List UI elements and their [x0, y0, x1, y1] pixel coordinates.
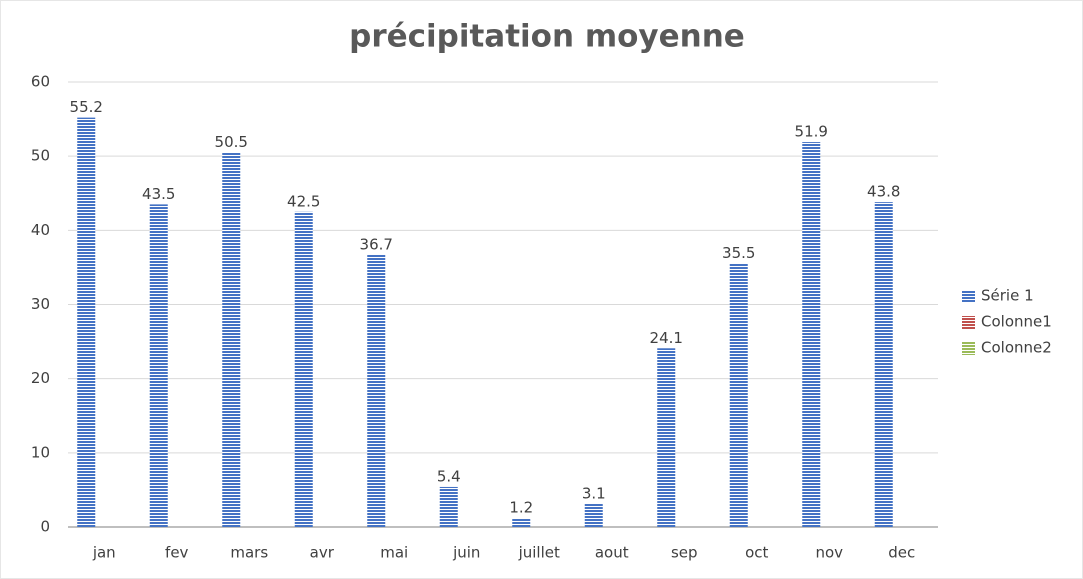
bar [222, 152, 241, 528]
data-label: 5.4 [437, 467, 461, 485]
x-tick-label: fev [165, 544, 189, 562]
data-label: 3.1 [582, 485, 606, 503]
data-label: 43.5 [142, 185, 175, 203]
x-tick-label: juillet [518, 544, 560, 562]
legend-label: Série 1 [981, 287, 1034, 305]
bar [512, 518, 531, 527]
x-tick-label: dec [888, 544, 915, 562]
y-tick-label: 30 [31, 295, 50, 313]
bar [439, 486, 458, 527]
bar [584, 504, 603, 527]
x-tick-label: jan [92, 544, 116, 562]
bar [77, 117, 96, 527]
x-tick-label: nov [815, 544, 843, 562]
chart-title: précipitation moyenne [349, 19, 745, 55]
legend-swatch [962, 316, 975, 329]
x-tick-label: mai [380, 544, 408, 562]
data-label: 55.2 [70, 98, 103, 116]
bar [367, 254, 386, 527]
data-label: 50.5 [215, 133, 248, 151]
bar [149, 204, 168, 527]
x-tick-label: juin [452, 544, 480, 562]
data-label: 36.7 [360, 235, 393, 253]
data-label: 1.2 [509, 499, 533, 517]
y-tick-label: 40 [31, 221, 50, 239]
y-tick-label: 10 [31, 443, 50, 461]
data-label: 42.5 [287, 192, 320, 210]
bar [874, 202, 893, 527]
legend-swatch [962, 290, 975, 303]
y-tick-label: 20 [31, 369, 50, 387]
legend-swatch [962, 342, 975, 355]
data-label: 24.1 [650, 329, 683, 347]
data-label: 35.5 [722, 244, 755, 262]
x-tick-label: aout [595, 544, 629, 562]
bar [729, 263, 748, 527]
x-tick-label: mars [230, 544, 268, 562]
bar [802, 142, 821, 527]
legend-label: Colonne1 [981, 313, 1052, 331]
y-tick-label: 60 [31, 73, 50, 91]
x-tick-label: sep [671, 544, 698, 562]
x-tick-label: oct [745, 544, 768, 562]
data-label: 51.9 [795, 123, 828, 141]
y-tick-label: 0 [40, 518, 50, 536]
legend-label: Colonne2 [981, 339, 1052, 357]
x-tick-label: avr [310, 544, 335, 562]
bar [657, 348, 676, 527]
y-tick-label: 50 [31, 147, 50, 165]
bar [294, 211, 313, 527]
data-label: 43.8 [867, 183, 900, 201]
